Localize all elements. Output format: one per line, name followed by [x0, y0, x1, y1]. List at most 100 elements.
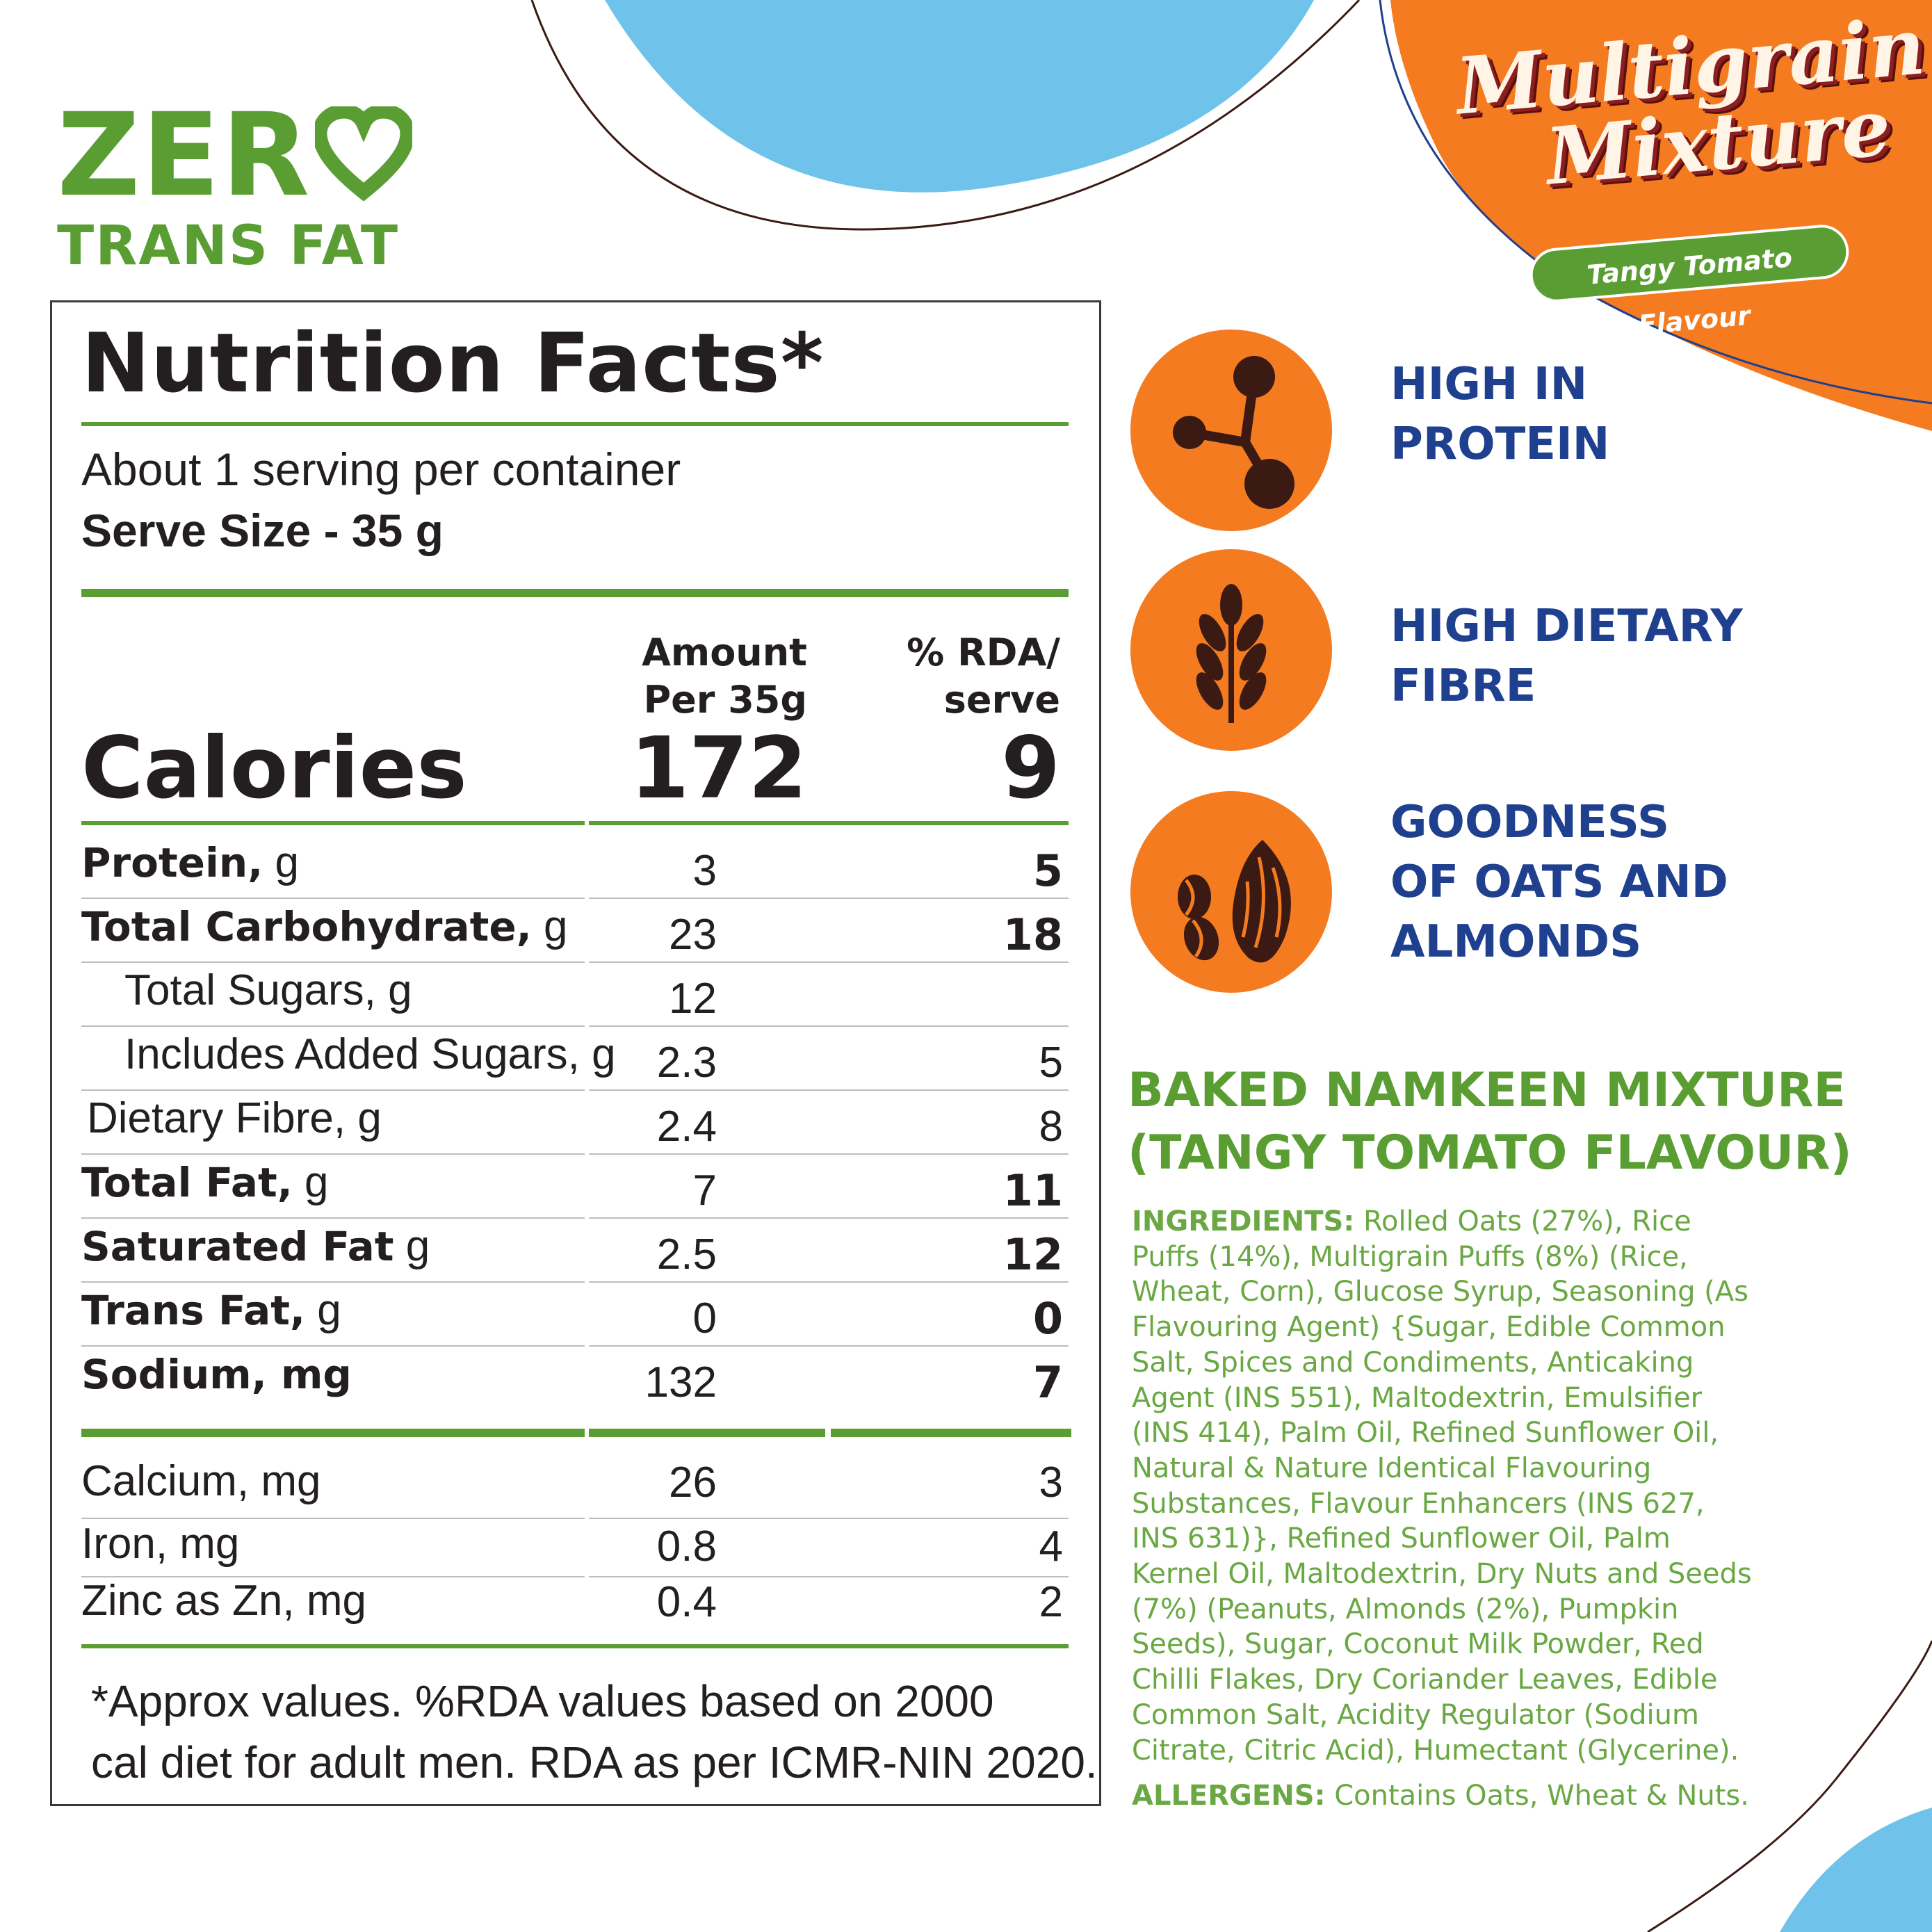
- nutrient-row-sodium: Sodium, mg 132 7: [52, 1342, 1103, 1408]
- nutrition-facts-panel: Nutrition Facts* About 1 serving per con…: [50, 300, 1101, 1806]
- nutrient-rda: 8: [1039, 1103, 1063, 1151]
- nutrient-row-protein: Protein, g 3 5: [52, 831, 1103, 896]
- nutrient-row-total-sugars: Total Sugars, g 12: [52, 959, 1103, 1023]
- calories-label: Calories: [81, 719, 467, 818]
- servings-per-container: About 1 serving per container: [81, 444, 681, 495]
- badge-zero-text: ZER: [57, 88, 311, 222]
- nutrient-row-total-fat: Total Fat, g 7 11: [52, 1151, 1103, 1216]
- nutrient-amount: 12: [669, 975, 717, 1023]
- ingredients-text: Rolled Oats (27%), Rice Puffs (14%), Mul…: [1132, 1206, 1752, 1767]
- allergens-label: ALLERGENS:: [1132, 1780, 1326, 1812]
- row-divider: [81, 1345, 585, 1347]
- claim-line: PROTEIN: [1390, 419, 1610, 470]
- claim-line: HIGH IN: [1390, 359, 1588, 410]
- footnote: *Approx values. %RDA values based on 200…: [91, 1671, 1098, 1793]
- footnote-line-2: cal diet for adult men. RDA as per ICMR-…: [91, 1737, 1098, 1787]
- mineral-rda: 3: [1039, 1459, 1063, 1507]
- claim-line: OF OATS AND: [1390, 857, 1728, 908]
- nutrient-unit: g: [263, 838, 299, 886]
- rda-column-header: % RDA/ serve: [907, 629, 1060, 724]
- serve-size: Serve Size - 35 g: [81, 505, 444, 556]
- row-divider: [81, 1217, 585, 1219]
- claim-icon-fibre: [1130, 549, 1332, 751]
- nutrient-row-added-sugars: Includes Added Sugars, g 2.3 5: [52, 1023, 1103, 1087]
- divider-thick: [81, 1429, 585, 1437]
- nutrient-name: Saturated Fat g: [81, 1215, 430, 1278]
- mineral-rda: 2: [1039, 1578, 1063, 1626]
- row-divider: [589, 898, 1069, 899]
- mineral-name: Iron, mg: [81, 1520, 240, 1568]
- claim-icon-protein: [1130, 330, 1332, 531]
- nutrient-row-total-carbohydrate: Total Carbohydrate, g 23 18: [52, 895, 1103, 960]
- rda-header-line-1: % RDA/: [907, 631, 1060, 674]
- molecule-icon: [1173, 356, 1294, 509]
- mineral-name: Zinc as Zn, mg: [81, 1577, 366, 1625]
- mineral-rda: 4: [1039, 1523, 1063, 1570]
- ingredients-block: INGREDIENTS: Rolled Oats (27%), Rice Puf…: [1132, 1204, 1758, 1768]
- nutrient-rda: 12: [1002, 1229, 1063, 1280]
- nutrient-rda: 7: [1032, 1357, 1063, 1408]
- claim-oats-almonds: GOODNESS OF OATS AND ALMONDS: [1390, 793, 1728, 972]
- amount-column-header: Amount Per 35g: [642, 629, 807, 724]
- nutrient-amount: 132: [644, 1358, 717, 1406]
- rda-header-line-2: serve: [943, 678, 1060, 722]
- nutrient-row-dietary-fibre: Dietary Fibre, g 2.4 8: [52, 1087, 1103, 1151]
- nutrient-rda: 5: [1032, 845, 1063, 896]
- product-name: BAKED NAMKEEN MIXTURE (TANGY TOMATO FLAV…: [1128, 1060, 1892, 1185]
- row-divider: [81, 961, 585, 963]
- claim-icon-oats-almonds: [1130, 791, 1332, 993]
- nutrient-name: Total Carbohydrate, g: [81, 895, 568, 959]
- allergens-text: Contains Oats, Wheat & Nuts.: [1325, 1780, 1749, 1812]
- zero-trans-fat-badge: ZER TRANS FAT: [57, 88, 413, 277]
- row-divider: [589, 961, 1069, 963]
- mineral-amount: 0.4: [656, 1578, 717, 1626]
- nutrient-amount: 0: [692, 1294, 717, 1342]
- mineral-amount: 26: [669, 1459, 717, 1507]
- row-divider: [81, 898, 585, 899]
- amount-header-line-2: Per 35g: [643, 678, 807, 722]
- ingredients-label: INGREDIENTS:: [1132, 1206, 1355, 1237]
- calories-amount: 172: [630, 719, 807, 818]
- nutrient-label: Sodium, mg: [81, 1351, 352, 1398]
- badge-trans-fat-text: TRANS FAT: [57, 215, 400, 277]
- row-divider: [589, 1576, 1069, 1577]
- nutrient-label: Protein,: [81, 839, 263, 886]
- nutrient-name: Total Fat, g: [81, 1151, 328, 1215]
- wheat-icon: [1196, 584, 1267, 723]
- row-divider: [589, 1281, 1069, 1283]
- claim-line: HIGH DIETARY: [1390, 601, 1743, 652]
- product-name-line-2: (TANGY TOMATO FLAVOUR): [1128, 1126, 1852, 1180]
- nutrient-row-trans-fat: Trans Fat, g 0 0: [52, 1278, 1103, 1344]
- claim-line: GOODNESS: [1390, 797, 1670, 848]
- row-divider: [81, 1025, 585, 1027]
- nutrient-label: Total Carbohydrate,: [81, 903, 532, 950]
- divider: [81, 821, 585, 825]
- mineral-name: Calcium, mg: [81, 1457, 321, 1505]
- divider-thick: [81, 589, 1069, 597]
- nutrient-rda: 18: [1002, 909, 1063, 960]
- nutrient-rda: 0: [1032, 1293, 1063, 1344]
- row-divider: [589, 1025, 1069, 1027]
- mineral-row-iron: Iron, mg 0.8 4: [52, 1512, 1103, 1576]
- claim-line: ALMONDS: [1390, 916, 1642, 968]
- mineral-row-calcium: Calcium, mg 26 3: [52, 1450, 1103, 1513]
- nutrient-row-saturated-fat: Saturated Fat g 2.5 12: [52, 1215, 1103, 1280]
- nutrient-name: Total Sugars, g: [124, 966, 412, 1014]
- nutrient-rda: 5: [1039, 1039, 1063, 1087]
- nutrition-title: Nutrition Facts*: [81, 315, 825, 411]
- claim-line: FIBRE: [1390, 660, 1536, 712]
- nutrient-name: Includes Added Sugars, g: [124, 1030, 616, 1078]
- divider-thick: [831, 1429, 1071, 1437]
- product-name-line-1: BAKED NAMKEEN MIXTURE: [1128, 1063, 1846, 1118]
- nutrient-amount: 7: [692, 1167, 717, 1215]
- footnote-line-1: *Approx values. %RDA values based on 200…: [91, 1676, 994, 1726]
- row-divider: [81, 1153, 585, 1155]
- amount-header-line-1: Amount: [642, 631, 807, 674]
- nutrient-rda: 11: [1002, 1165, 1063, 1216]
- heart-icon: [315, 106, 413, 202]
- row-divider: [81, 1089, 585, 1091]
- nutrient-unit: g: [531, 902, 568, 950]
- nutrient-name: Dietary Fibre, g: [87, 1094, 382, 1142]
- row-divider: [589, 1089, 1069, 1091]
